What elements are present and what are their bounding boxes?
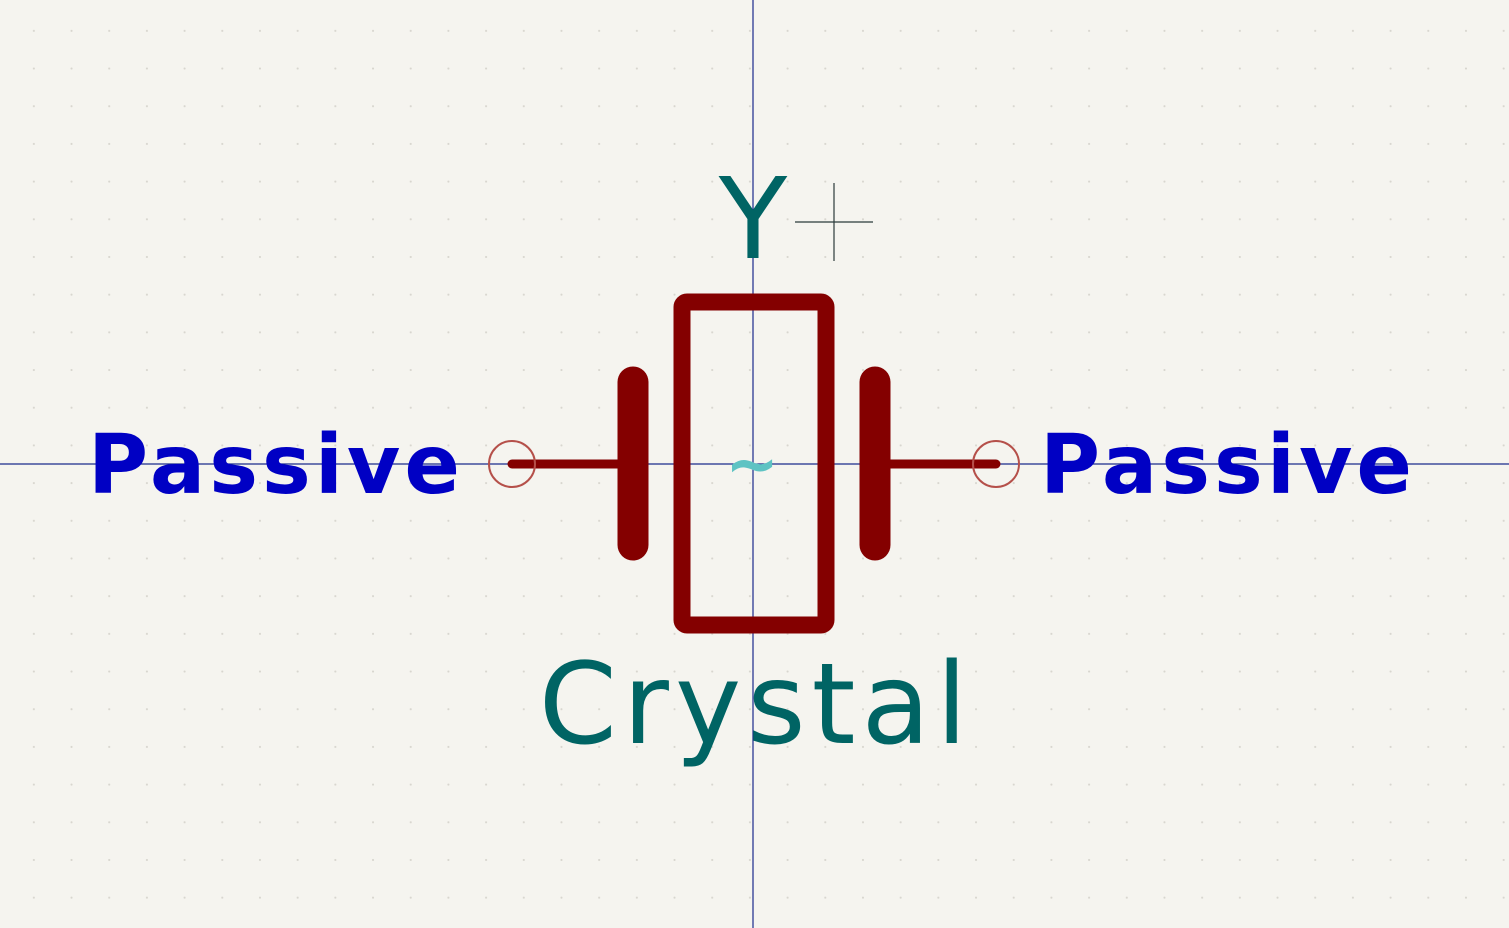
- crosshair-cursor-icon: [795, 183, 873, 261]
- body-marker: ~: [725, 428, 779, 502]
- left-pin-type-label: Passive: [88, 418, 464, 513]
- left-pin-connection-circle-icon[interactable]: [488, 440, 536, 488]
- value-field[interactable]: Crystal: [539, 640, 974, 770]
- crystal-body-rectangle[interactable]: [673, 293, 835, 634]
- reference-field[interactable]: Y: [718, 155, 793, 285]
- right-pin-type-label: Passive: [1040, 418, 1416, 513]
- right-pin-connection-circle-icon[interactable]: [972, 440, 1020, 488]
